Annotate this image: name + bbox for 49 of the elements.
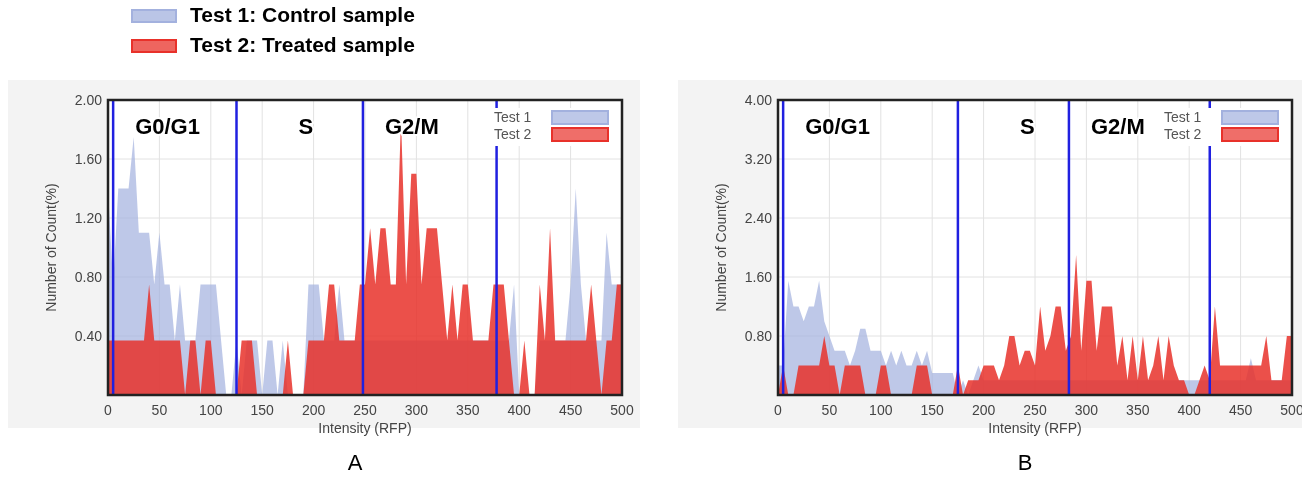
- legend-label: Test 2: [494, 126, 532, 142]
- legend-label: Test 1: [1164, 109, 1202, 125]
- y-tick-label: 1.20: [74, 210, 103, 226]
- legend-label: Test 1: [494, 109, 532, 125]
- x-tick-label: 200: [971, 402, 996, 418]
- x-tick-label: 100: [199, 402, 223, 418]
- x-axis-title: Intensity (RFP): [988, 420, 1082, 436]
- x-tick-label: 250: [353, 402, 377, 418]
- y-tick-label: 0.80: [74, 269, 103, 285]
- x-axis-title: Intensity (RFP): [318, 420, 412, 436]
- y-tick-label: 0.80: [744, 328, 773, 344]
- x-tick-label: 0: [774, 402, 783, 418]
- text: Test 2: Treated sample: [190, 33, 415, 56]
- y-tick-label: 2.40: [744, 210, 773, 226]
- x-tick-label: 0: [104, 402, 113, 418]
- y-tick-label: 0.40: [74, 328, 103, 344]
- text: Test 1: Control sample: [190, 3, 415, 26]
- y-tick-label: 1.60: [74, 151, 103, 167]
- y-tick-label: 3.20: [744, 151, 773, 167]
- annotation: S: [1019, 114, 1035, 139]
- x-tick-label: 50: [151, 402, 168, 418]
- x-tick-label: 300: [1074, 402, 1099, 418]
- x-tick-label: 400: [507, 402, 532, 418]
- legend-label: Test 2: [1164, 126, 1202, 142]
- annotation: G2/M: [1090, 114, 1145, 139]
- annotation: G0/G1: [135, 114, 200, 139]
- x-tick-label: 250: [1023, 402, 1047, 418]
- x-tick-label: 450: [558, 402, 583, 418]
- y-axis-title: Number of Count(%): [713, 183, 729, 312]
- annotation: S: [298, 114, 314, 139]
- annotation: G2/M: [384, 114, 439, 139]
- x-tick-label: 200: [301, 402, 326, 418]
- text: A: [347, 450, 363, 475]
- text: B: [1017, 450, 1033, 475]
- x-tick-label: 500: [610, 402, 634, 418]
- x-tick-label: 50: [821, 402, 838, 418]
- x-tick-label: 150: [920, 402, 945, 418]
- y-tick-label: 1.60: [744, 269, 773, 285]
- x-tick-label: 350: [1126, 402, 1150, 418]
- x-tick-label: 400: [1177, 402, 1202, 418]
- x-tick-label: 450: [1228, 402, 1253, 418]
- x-tick-label: 350: [456, 402, 480, 418]
- y-tick-label: 4.00: [744, 92, 773, 108]
- y-axis-title: Number of Count(%): [43, 183, 59, 312]
- x-tick-label: 150: [250, 402, 275, 418]
- x-tick-label: 100: [869, 402, 893, 418]
- annotation: G0/G1: [805, 114, 870, 139]
- y-tick-label: 2.00: [74, 92, 103, 108]
- x-tick-label: 300: [404, 402, 429, 418]
